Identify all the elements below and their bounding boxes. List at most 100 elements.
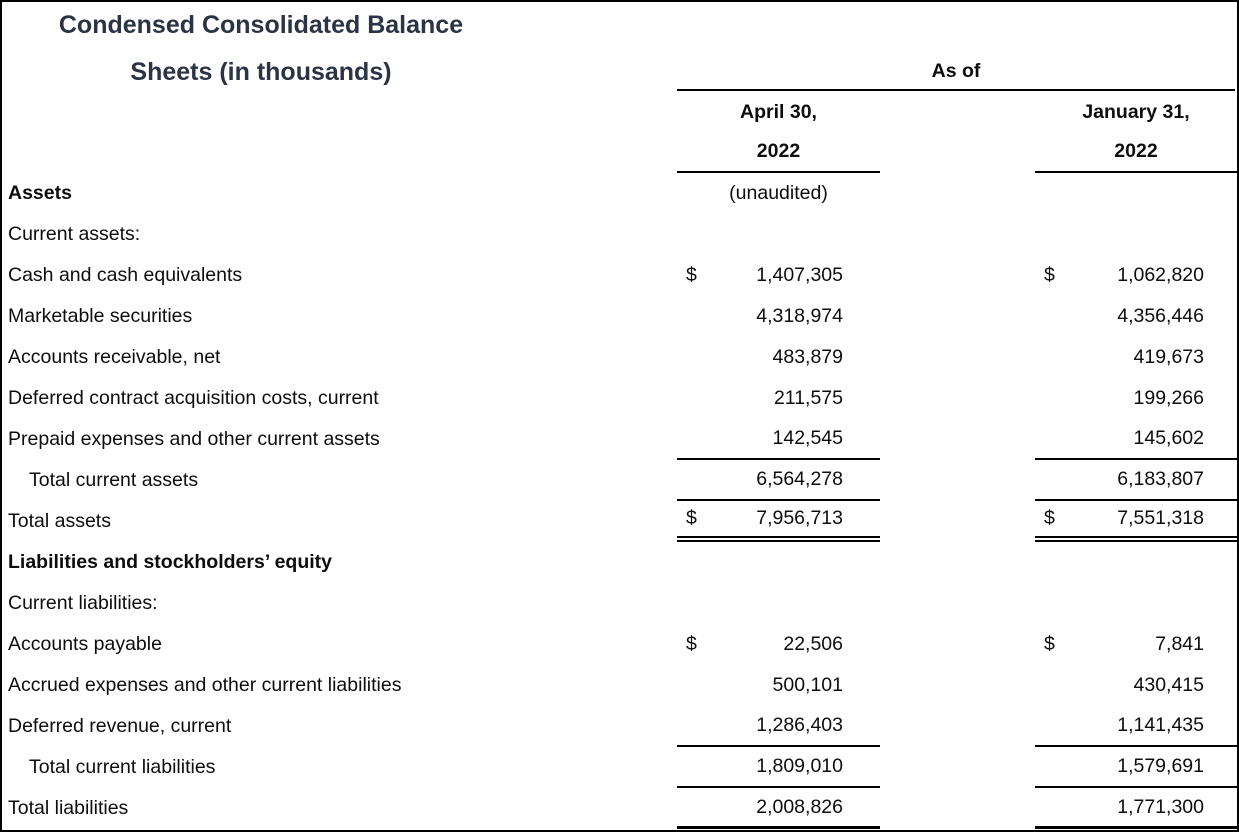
- column-gap: [880, 337, 1035, 378]
- amount: 4,318,974: [756, 305, 843, 327]
- column-gap: [880, 460, 1035, 501]
- jan-value-cell: 430,415: [1035, 665, 1237, 706]
- column-header-april-year: 2022: [756, 140, 801, 162]
- jan-value-cell: 4,356,446: [1035, 296, 1237, 337]
- amount: 1,771,300: [1117, 795, 1204, 818]
- amount: 6,183,807: [1117, 468, 1204, 490]
- jan-value-cell: $ 7,841: [1035, 624, 1237, 665]
- unaudited-note: (unaudited): [729, 182, 828, 204]
- column-gap: [880, 255, 1035, 296]
- amount: 1,286,403: [756, 714, 843, 736]
- amount: 7,551,318: [1117, 507, 1204, 529]
- column-gap: [880, 624, 1035, 665]
- row-label: Accrued expenses and other current liabi…: [8, 674, 402, 696]
- column-gap: [880, 788, 1035, 829]
- apr-value-cell: 6,564,278: [677, 460, 880, 501]
- amount: 145,602: [1133, 427, 1205, 449]
- column-gap: [880, 542, 1035, 583]
- column-header-january: January 31, 2022: [1035, 91, 1237, 173]
- row-label: Total current assets: [29, 469, 199, 491]
- row-label: Total current liabilities: [29, 756, 216, 778]
- amount: 1,407,305: [756, 264, 843, 286]
- column-gap: [880, 214, 1035, 255]
- row-accounts-receivable: Accounts receivable, net 483,879 419,673: [2, 337, 1237, 378]
- jan-value-cell: 1,141,435: [1035, 706, 1237, 747]
- column-gap: [880, 747, 1035, 788]
- row-current-assets-header: Current assets:: [2, 214, 1237, 255]
- jan-value-cell: $ 7,551,318: [1035, 501, 1237, 542]
- row-total-current-liabilities: Total current liabilities 1,809,010 1,57…: [2, 747, 1237, 788]
- amount: 419,673: [1133, 346, 1205, 368]
- jan-value-cell: 145,602: [1035, 419, 1237, 460]
- row-label: Current assets:: [8, 223, 141, 245]
- apr-value-cell: 211,575: [677, 378, 880, 419]
- jan-value-cell: 419,673: [1035, 337, 1237, 378]
- row-assets-section: Assets (unaudited): [2, 173, 1237, 214]
- row-total-current-assets: Total current assets 6,564,278 6,183,807: [2, 460, 1237, 501]
- column-header-january-year: 2022: [1114, 140, 1158, 162]
- row-deferred-revenue: Deferred revenue, current 1,286,403 1,14…: [2, 706, 1237, 747]
- page-title: Condensed Consolidated Balance Sheets (i…: [45, 2, 477, 96]
- column-gap: [880, 173, 1035, 214]
- dollar-sign: $: [686, 633, 697, 655]
- apr-value-cell: 2,008,826: [677, 788, 880, 829]
- jan-value-cell: 6,183,807: [1035, 460, 1237, 501]
- row-prepaid-expenses: Prepaid expenses and other current asset…: [2, 419, 1237, 460]
- amount: 7,841: [1155, 633, 1204, 655]
- row-label: Current liabilities:: [8, 592, 158, 614]
- amount: 430,415: [1133, 674, 1205, 696]
- page-title-line1: Condensed Consolidated Balance: [58, 11, 464, 39]
- row-liabilities-section: Liabilities and stockholders’ equity: [2, 542, 1237, 583]
- apr-value-cell: 1,809,010: [677, 747, 880, 788]
- row-accounts-payable: Accounts payable $ 22,506 $ 7,841: [2, 624, 1237, 665]
- jan-value-cell: 1,771,300: [1035, 788, 1237, 829]
- row-label: Deferred contract acquisition costs, cur…: [8, 387, 379, 409]
- row-label: Deferred revenue, current: [8, 715, 232, 737]
- amount: 211,575: [773, 387, 843, 409]
- amount: 6,564,278: [756, 468, 843, 490]
- amount: 500,101: [772, 674, 844, 696]
- column-header-april-date: April 30,: [740, 101, 817, 123]
- column-gap: [880, 419, 1035, 460]
- apr-value-cell: 1,286,403: [677, 706, 880, 747]
- jan-value-cell: $ 1,062,820: [1035, 255, 1237, 296]
- jan-value-cell: [1035, 214, 1237, 255]
- jan-value-cell: [1035, 173, 1237, 214]
- apr-value-cell: $ 22,506: [677, 624, 880, 665]
- balance-sheet-table: Assets (unaudited) Current assets: Cash …: [2, 173, 1237, 829]
- amount: 199,266: [1133, 387, 1205, 409]
- apr-value-cell: 483,879: [677, 337, 880, 378]
- row-cash-and-cash-equivalents: Cash and cash equivalents $ 1,407,305 $ …: [2, 255, 1237, 296]
- section-label-assets: Assets: [8, 182, 72, 204]
- column-header-april: April 30, 2022: [677, 91, 880, 173]
- as-of-header: As of: [677, 53, 1235, 91]
- dollar-sign: $: [686, 264, 697, 286]
- row-accrued-expenses: Accrued expenses and other current liabi…: [2, 665, 1237, 706]
- row-current-liabilities-header: Current liabilities:: [2, 583, 1237, 624]
- apr-value-cell: $ 1,407,305: [677, 255, 880, 296]
- row-label: Cash and cash equivalents: [8, 264, 243, 286]
- apr-value-cell: 500,101: [677, 665, 880, 706]
- jan-value-cell: [1035, 583, 1237, 624]
- column-gap: [880, 583, 1035, 624]
- column-gap: [880, 296, 1035, 337]
- jan-value-cell: [1035, 542, 1237, 583]
- row-label: Accounts receivable, net: [8, 346, 221, 368]
- column-gap: [880, 378, 1035, 419]
- column-gap: [880, 665, 1035, 706]
- amount: 142,545: [772, 427, 844, 449]
- dollar-sign: $: [1044, 633, 1055, 655]
- column-gap: [880, 501, 1035, 542]
- apr-value-cell: 142,545: [677, 419, 880, 460]
- row-label: Marketable securities: [8, 305, 193, 327]
- row-deferred-contract-acquisition-costs: Deferred contract acquisition costs, cur…: [2, 378, 1237, 419]
- amount: 22,506: [783, 633, 843, 655]
- row-marketable-securities: Marketable securities 4,318,974 4,356,44…: [2, 296, 1237, 337]
- dollar-sign: $: [686, 507, 697, 529]
- amount: 483,879: [772, 346, 844, 368]
- apr-value-cell: [677, 214, 880, 255]
- amount: 4,356,446: [1117, 305, 1204, 327]
- apr-value-cell: [677, 583, 880, 624]
- jan-value-cell: 199,266: [1035, 378, 1237, 419]
